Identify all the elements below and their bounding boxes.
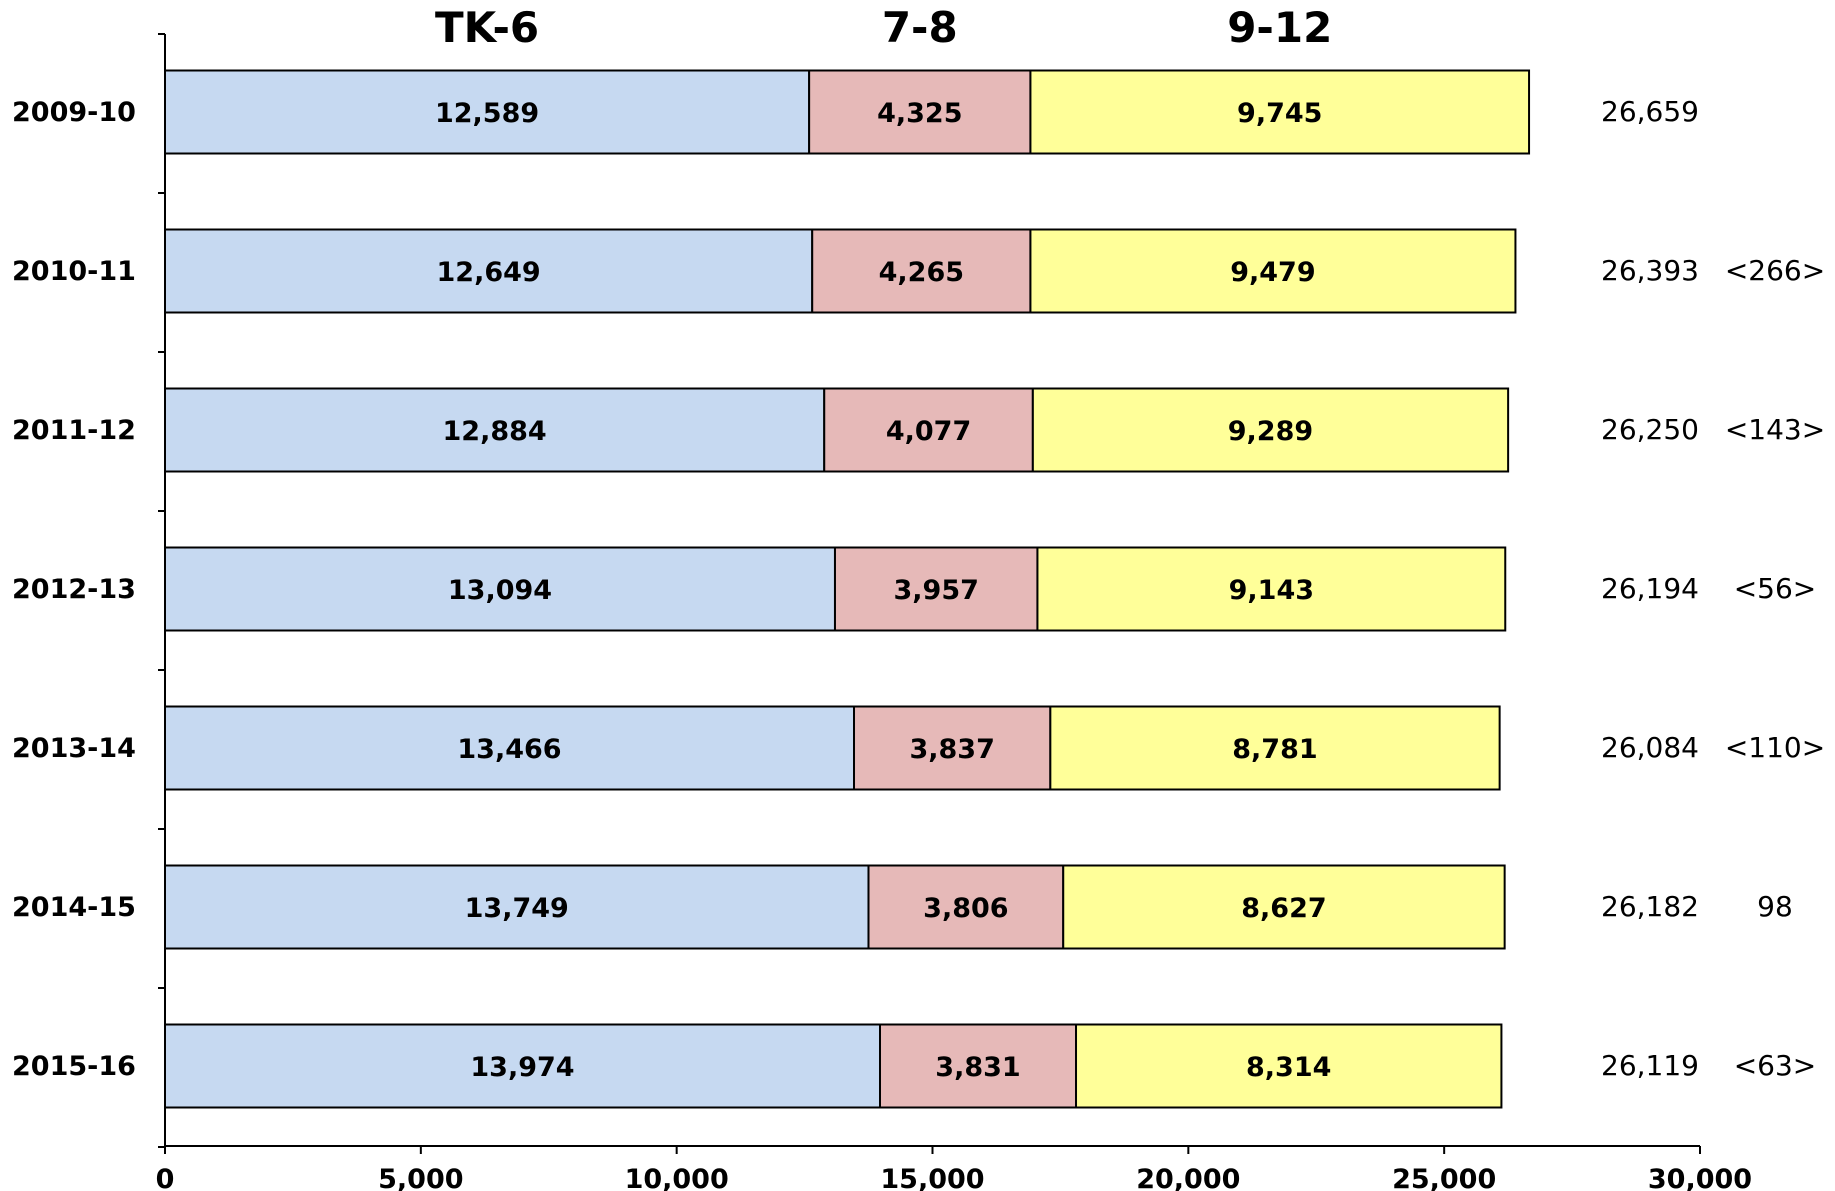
category-label: 2015-16 xyxy=(12,1051,136,1082)
bar-segment-7-8 xyxy=(808,69,1032,155)
segment-value-label: 8,781 xyxy=(1232,734,1317,765)
row-change-label: <63> xyxy=(1734,1049,1817,1082)
segment-value-label: 12,589 xyxy=(435,98,539,129)
bar-segment-9-12 xyxy=(1049,705,1501,791)
bar-segment-tk-6 xyxy=(164,69,811,155)
bar-segment-9-12 xyxy=(1031,387,1510,473)
segment-value-label: 3,837 xyxy=(909,734,994,765)
row-total-label: 26,084 xyxy=(1601,731,1699,764)
segment-value-label: 13,466 xyxy=(457,734,561,765)
bar-segment-7-8 xyxy=(823,387,1034,473)
bar-segment-9-12 xyxy=(1075,1023,1503,1109)
x-tick-label: 5,000 xyxy=(378,1164,463,1191)
segment-value-label: 4,325 xyxy=(877,98,962,129)
segment-value-label: 4,077 xyxy=(886,416,971,447)
bar-segment-7-8 xyxy=(811,228,1032,314)
segment-value-label: 13,974 xyxy=(470,1052,574,1083)
segment-value-label: 9,289 xyxy=(1228,416,1313,447)
row-change-label: <110> xyxy=(1725,731,1825,764)
segment-value-label: 13,094 xyxy=(448,575,552,606)
bar-segment-9-12 xyxy=(1062,864,1506,950)
bar-segment-7-8 xyxy=(853,705,1052,791)
bar-segment-tk-6 xyxy=(164,546,836,632)
category-label: 2009-10 xyxy=(12,97,136,128)
row-total-label: 26,182 xyxy=(1601,890,1699,923)
bar-segment-7-8 xyxy=(879,1023,1078,1109)
segment-value-label: 8,627 xyxy=(1241,893,1326,924)
segment-value-label: 12,649 xyxy=(437,257,541,288)
segment-value-label: 12,884 xyxy=(443,416,547,447)
segment-value-label: 9,479 xyxy=(1230,257,1315,288)
bar-segment-9-12 xyxy=(1029,69,1531,155)
category-label: 2011-12 xyxy=(12,415,136,446)
segment-value-label: 8,314 xyxy=(1246,1052,1331,1083)
row-total-label: 26,393 xyxy=(1601,254,1699,287)
x-tick-label: 25,000 xyxy=(1392,1164,1496,1191)
segment-value-label: 3,806 xyxy=(923,893,1008,924)
category-label: 2012-13 xyxy=(12,574,136,605)
row-change-label: <56> xyxy=(1734,572,1817,605)
segment-value-label: 13,749 xyxy=(465,893,569,924)
row-total-label: 26,119 xyxy=(1601,1049,1699,1082)
x-tick-label: 0 xyxy=(156,1164,175,1191)
segment-value-label: 9,745 xyxy=(1237,98,1322,129)
row-total-label: 26,250 xyxy=(1601,413,1699,446)
bar-segment-tk-6 xyxy=(164,705,856,791)
bar-segment-tk-6 xyxy=(164,228,814,314)
column-header: 9-12 xyxy=(1227,3,1332,52)
bar-segment-7-8 xyxy=(867,864,1065,950)
category-label: 2014-15 xyxy=(12,892,136,923)
segment-value-label: 4,265 xyxy=(879,257,964,288)
row-total-label: 26,659 xyxy=(1601,95,1699,128)
segment-value-label: 9,143 xyxy=(1229,575,1314,606)
bar-segment-9-12 xyxy=(1036,546,1507,632)
row-change-label: 98 xyxy=(1757,890,1793,923)
category-label: 2010-11 xyxy=(12,256,136,287)
row-total-label: 26,194 xyxy=(1601,572,1699,605)
bar-segment-9-12 xyxy=(1029,228,1517,314)
row-change-label: <266> xyxy=(1725,254,1825,287)
category-label: 2013-14 xyxy=(12,733,136,764)
x-tick-label: 20,000 xyxy=(1136,1164,1240,1191)
x-tick-label: 30,000 xyxy=(1648,1164,1752,1191)
segment-value-label: 3,957 xyxy=(894,575,979,606)
x-tick-label: 10,000 xyxy=(625,1164,729,1191)
segment-value-label: 3,831 xyxy=(935,1052,1020,1083)
column-header: TK-6 xyxy=(435,3,539,52)
x-tick-label: 15,000 xyxy=(880,1164,984,1191)
bar-segment-tk-6 xyxy=(164,387,826,473)
row-change-label: <143> xyxy=(1725,413,1825,446)
bar-segment-tk-6 xyxy=(164,1023,882,1109)
column-header: 7-8 xyxy=(882,3,958,52)
